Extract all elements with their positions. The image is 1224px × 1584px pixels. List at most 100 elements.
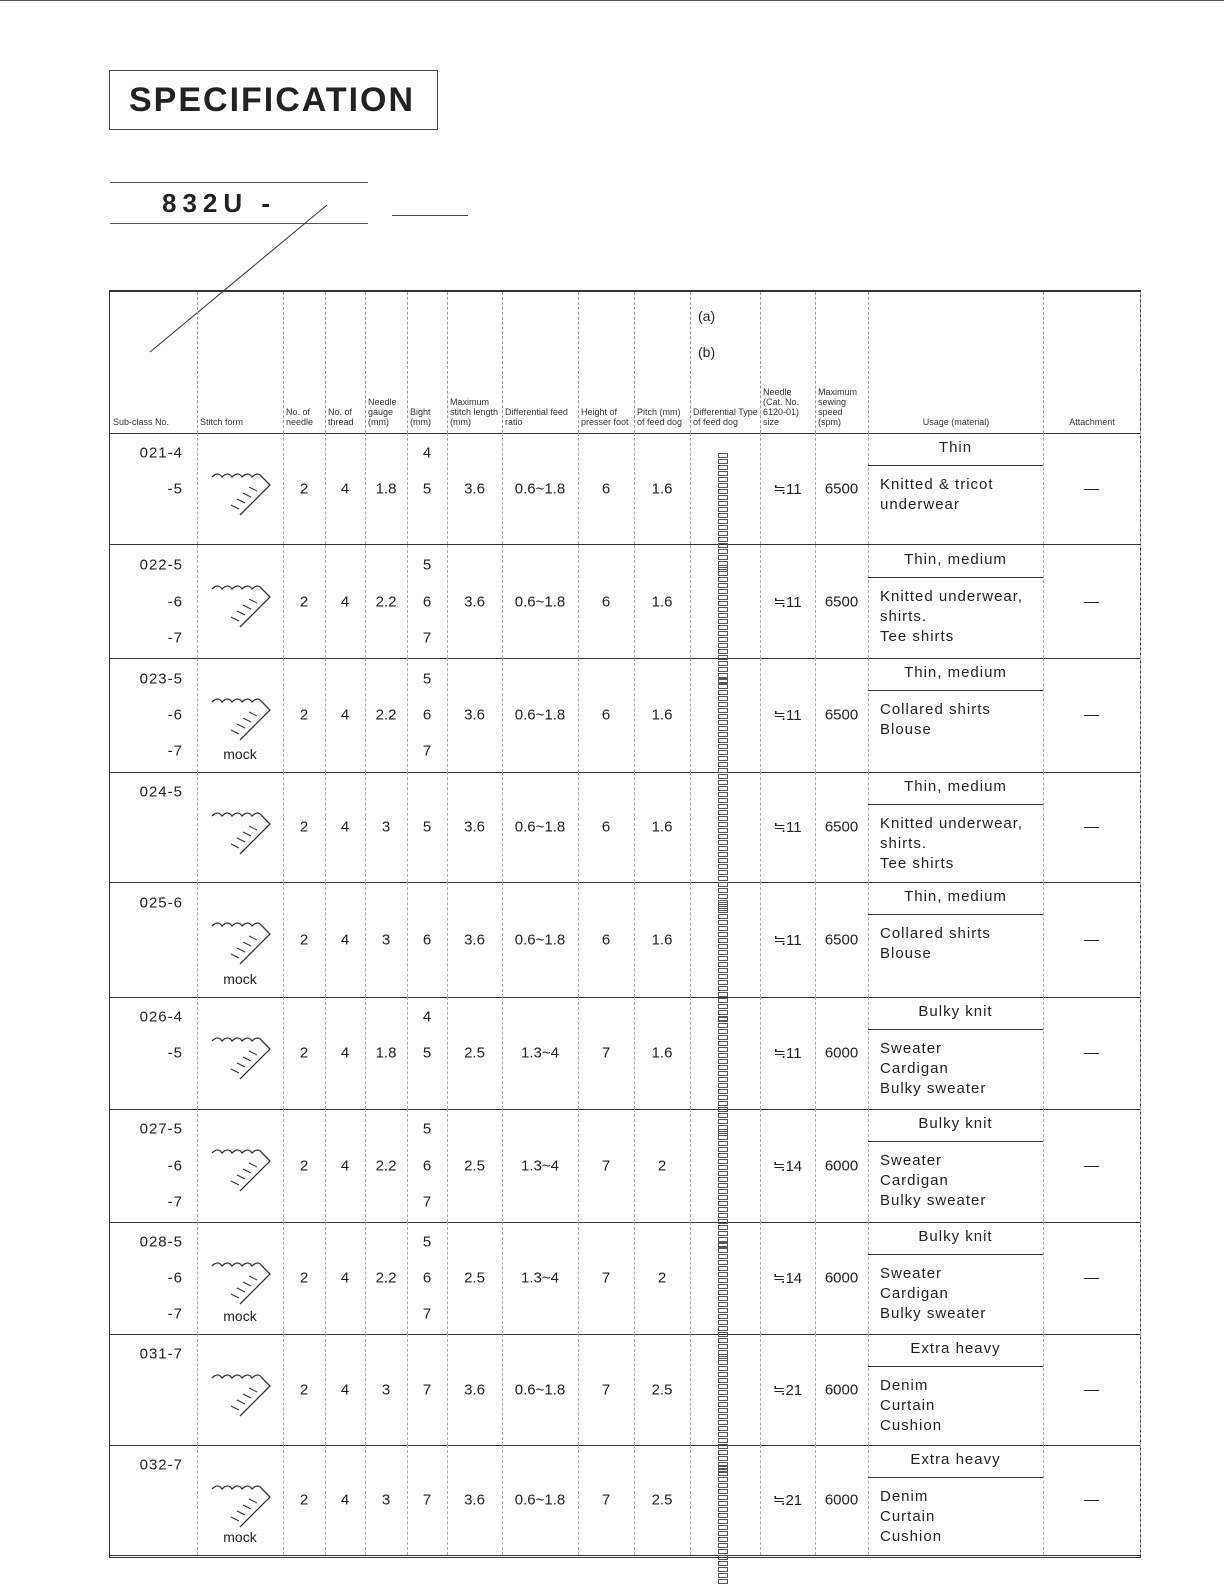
cell-attachment: — [1043, 882, 1141, 997]
cell-speed: 6500 [815, 882, 869, 997]
cell-diff-ratio: 0.6~1.8 [502, 545, 579, 658]
presser-value: 6 [601, 706, 611, 724]
cell-threads: 4 [325, 658, 366, 772]
cell-pitch: 1.6 [634, 658, 691, 772]
table-row: 023-5 -6 -7 mock 2 4 2.2 5 6 7 3.6 0.6~1.8 6 1.6 ≒11 65… [110, 658, 1141, 797]
spec-table: Sub-class No. Stitch form No. of needle No.… [109, 290, 1141, 1584]
presser-value: 7 [601, 1269, 611, 1287]
needles-value: 2 [299, 706, 309, 724]
needles-value: 2 [299, 1269, 309, 1287]
cell-subclass: 022-5 -6 -7 [110, 545, 198, 658]
cell-subclass: 028-5 -6 -7 [110, 1222, 198, 1334]
cell-diff-ratio: 0.6~1.8 [502, 1445, 579, 1555]
speed-value: 6500 [824, 818, 859, 836]
cell-diff-ratio: 1.3~4 [502, 997, 579, 1109]
header-label: Sub-class No. [113, 417, 170, 427]
title-box: SPECIFICATION [109, 70, 438, 130]
threads-value: 4 [340, 1269, 350, 1287]
cell-bight: 7 [407, 1445, 448, 1555]
cell-stitch-length: 2.5 [447, 1222, 503, 1334]
cell-presser: 6 [578, 545, 635, 658]
cell-usage: Extra heavy Denim Curtain Cushion [868, 1334, 1044, 1445]
attachment-value: — [1084, 480, 1099, 497]
cell-pitch: 2.5 [634, 1445, 691, 1555]
stitch-length-value: 3.6 [464, 593, 485, 610]
bight-value: 7 [422, 1491, 432, 1509]
cell-diff-type [690, 433, 761, 572]
usage-materials: Knitted underwear, shirts. Tee shirts [880, 588, 1024, 645]
attachment-value: — [1084, 1491, 1099, 1509]
cell-diff-ratio: 0.6~1.8 [502, 658, 579, 772]
subclass-number: 023-5 [139, 670, 183, 688]
cell-pitch: 1.6 [634, 772, 691, 882]
subclass-number: 028-5 [139, 1233, 183, 1251]
cell-threads: 4 [325, 1222, 366, 1334]
cell-subclass: 032-7 [110, 1445, 198, 1555]
usage-materials: Sweater Cardigan Bulky sweater [880, 1152, 987, 1209]
diff-ratio-value: 0.6~1.8 [514, 480, 566, 497]
usage-title: Thin, medium [868, 551, 1043, 578]
speed-value: 6000 [824, 1491, 859, 1509]
subclass-number: -6 [167, 593, 183, 610]
cell-needle-size: ≒11 [760, 882, 816, 997]
usage-title: Extra heavy [868, 1340, 1043, 1367]
header-label: Maximum sewing speed (spm) [818, 387, 858, 427]
cell-threads: 4 [325, 1445, 366, 1555]
gauge-value: 2.2 [375, 706, 397, 724]
gauge-value: 1.8 [375, 480, 397, 497]
usage-materials: Collared shirts Blouse [880, 701, 991, 738]
cell-needle-size: ≒11 [760, 433, 816, 544]
cell-needle-size: ≒21 [760, 1334, 816, 1445]
cell-pitch: 2 [634, 1109, 691, 1222]
cell-diff-ratio: 0.6~1.8 [502, 772, 579, 882]
feed-type-a-label: (a) [698, 308, 716, 324]
subclass-number: -7 [167, 629, 183, 647]
needle-size-value: ≒21 [772, 1381, 803, 1399]
cell-gauge: 2.2 [365, 658, 408, 772]
cell-diff-type [690, 1109, 761, 1248]
subclass-number: -7 [167, 742, 183, 760]
cell-speed: 6000 [815, 1109, 869, 1222]
cell-gauge: 1.8 [365, 433, 408, 544]
mock-label: mock [223, 1308, 257, 1324]
usage-title: Bulky knit [868, 1228, 1043, 1255]
pitch-value: 2.5 [651, 1491, 673, 1509]
stitch-form-icon [211, 1485, 271, 1528]
cell-threads: 4 [325, 433, 366, 544]
needle-size-value: ≒14 [772, 1157, 803, 1175]
cell-stitch-form [197, 433, 284, 544]
cell-presser: 7 [578, 997, 635, 1109]
subclass-number: 032-7 [139, 1456, 183, 1474]
feed-dog-icon [718, 678, 728, 798]
needle-size-value: ≒11 [773, 707, 802, 724]
model-number: 832U - [162, 188, 277, 218]
cell-threads: 4 [325, 1334, 366, 1445]
needle-size-value: ≒11 [773, 931, 802, 949]
cell-attachment: — [1043, 1445, 1141, 1555]
header-label: Usage (material) [922, 417, 990, 427]
cell-attachment: — [1043, 545, 1141, 658]
gauge-value: 3 [381, 1381, 391, 1398]
cell-diff-type [690, 658, 761, 797]
cell-attachment: — [1043, 997, 1141, 1109]
usage-title: Thin, medium [868, 664, 1043, 691]
cell-bight: 6 [407, 882, 448, 997]
stitch-length-value: 3.6 [464, 706, 485, 724]
stitch-length-value: 3.6 [464, 931, 485, 948]
bight-value: 7 [422, 629, 432, 647]
cell-needles: 2 [283, 433, 326, 544]
cell-bight: 5 6 7 [407, 545, 448, 658]
speed-value: 6000 [824, 1044, 859, 1062]
header-label: Needle gauge (mm) [368, 397, 397, 427]
cell-attachment: — [1043, 1222, 1141, 1334]
header-label: Stitch form [200, 417, 244, 427]
cell-needle-size: ≒14 [760, 1109, 816, 1222]
cell-needle-size: ≒11 [760, 545, 816, 658]
header-diff-type: (a) (b) Differential Type of feed dog [690, 292, 761, 433]
cell-diff-ratio: 0.6~1.8 [502, 1334, 579, 1445]
cell-presser: 6 [578, 433, 635, 544]
cell-stitch-form: mock [197, 1222, 284, 1334]
subclass-number: 025-6 [139, 894, 183, 912]
